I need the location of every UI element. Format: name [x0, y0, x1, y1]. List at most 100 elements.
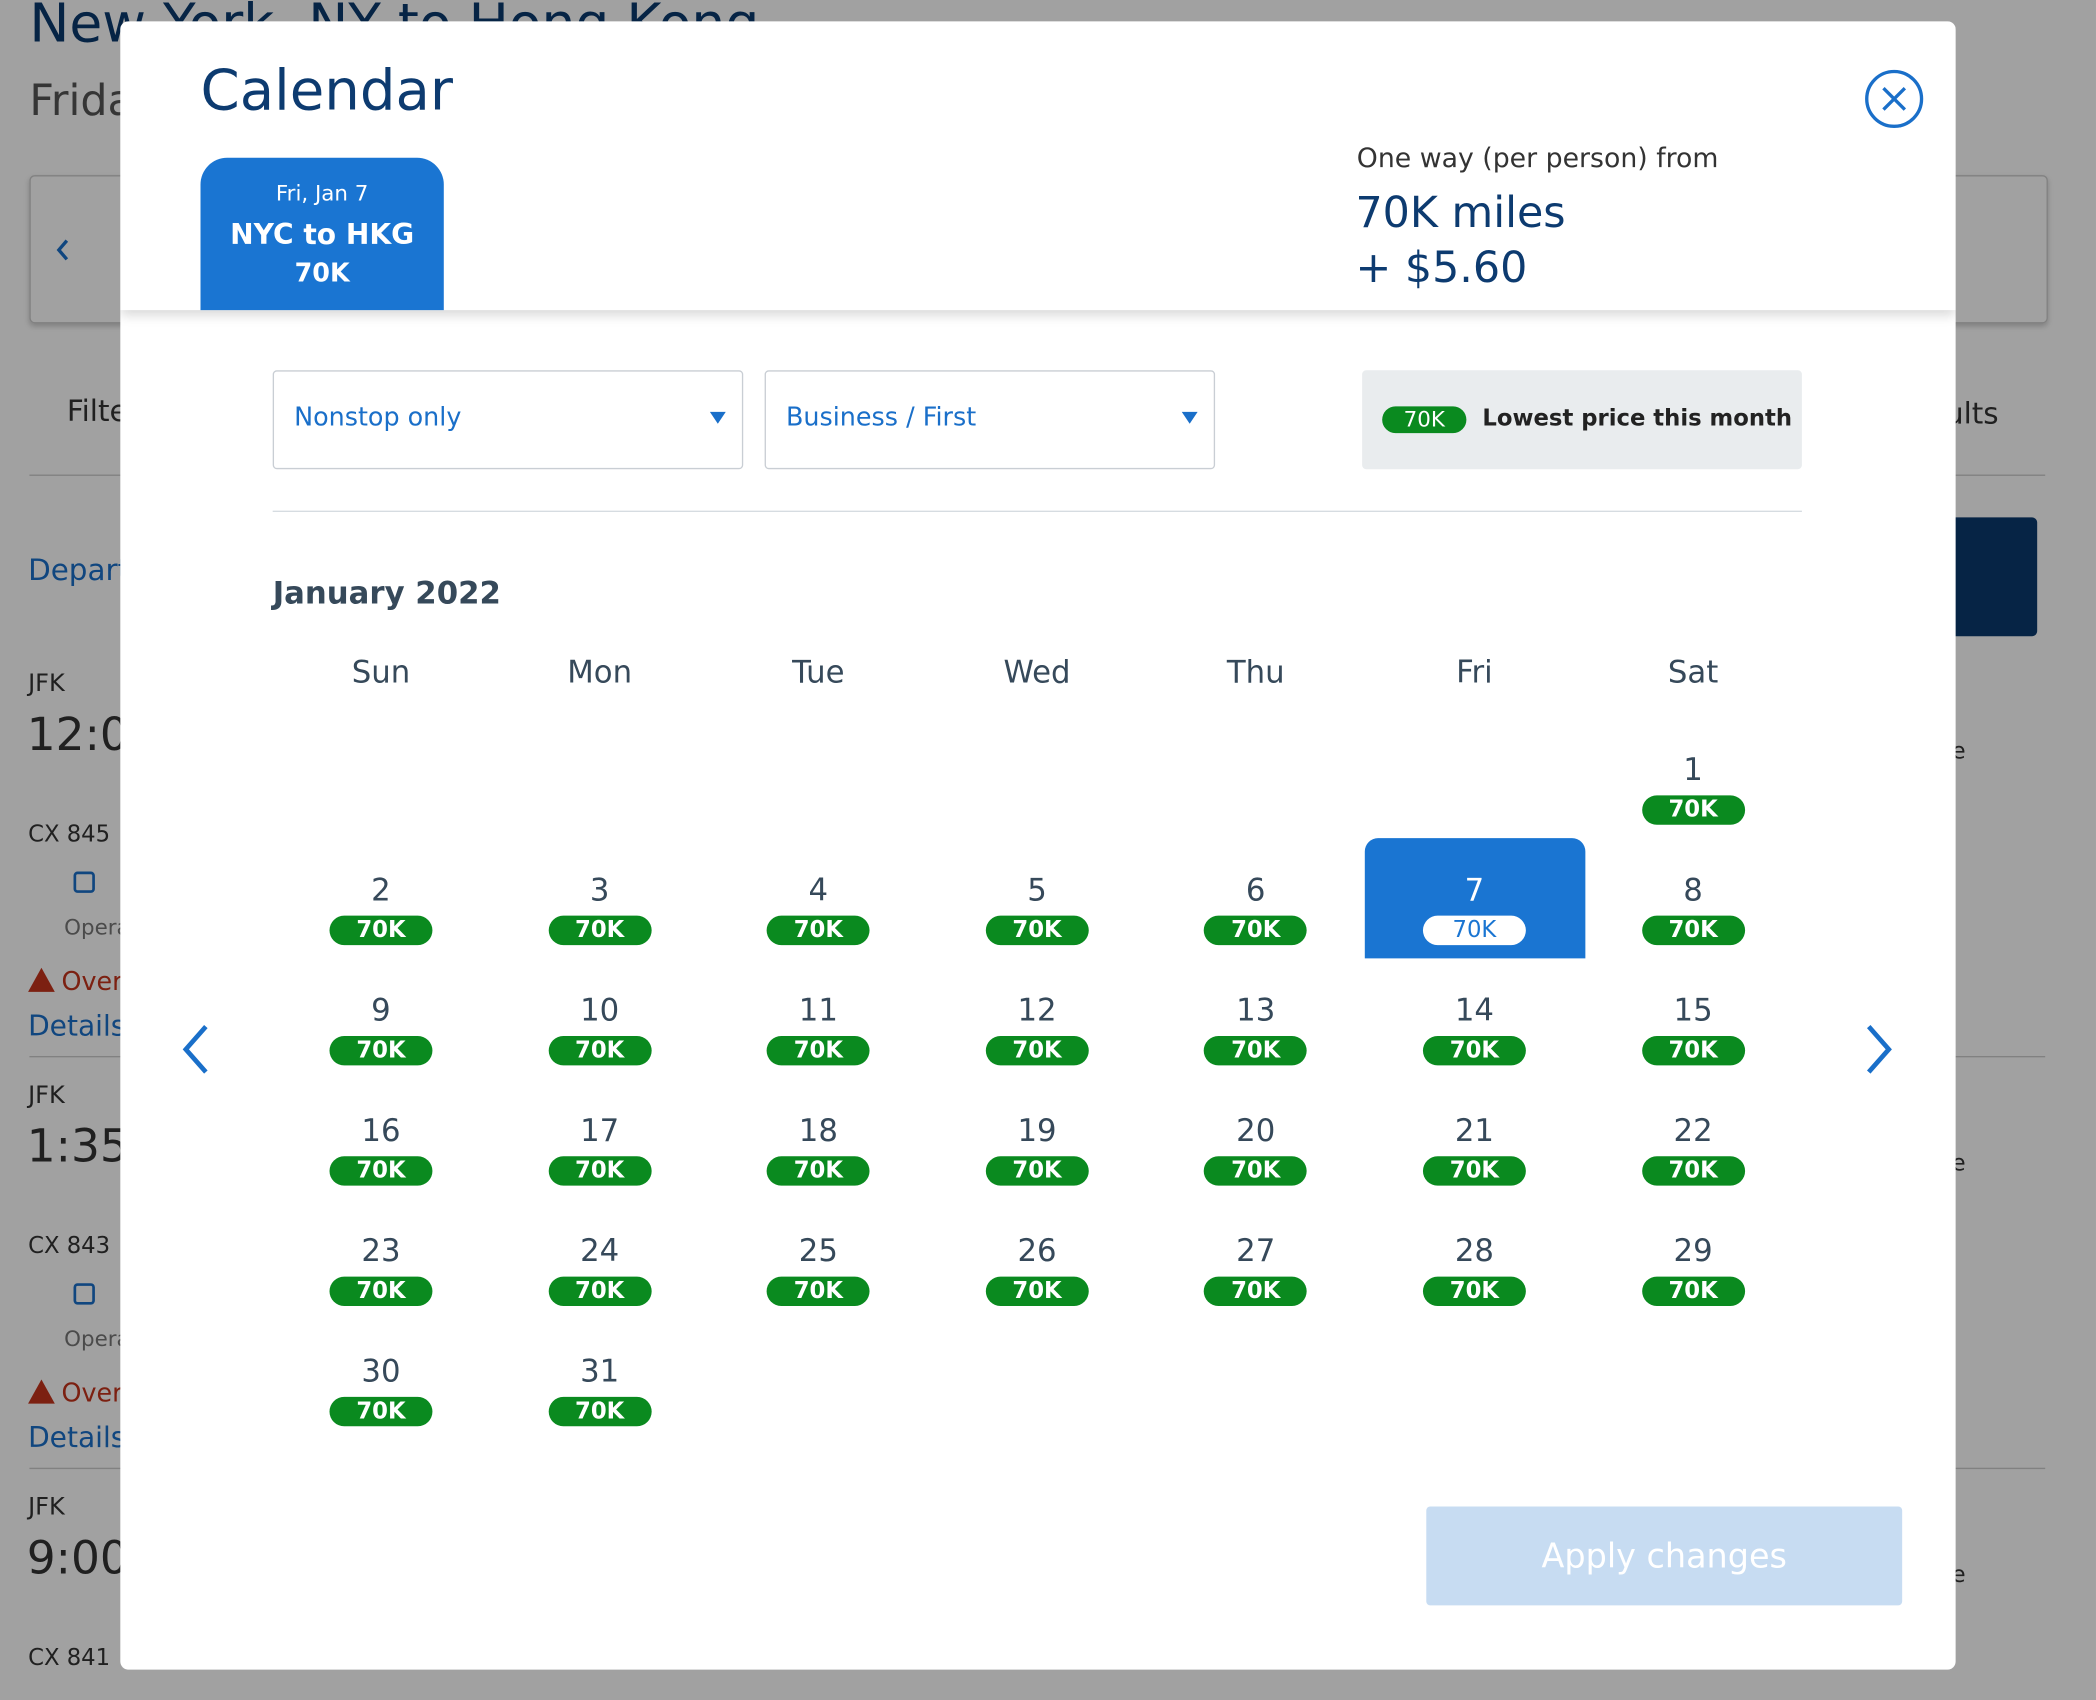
legend-text: Lowest price this month [1482, 405, 1793, 433]
depart-time: 9:00 [26, 1531, 129, 1586]
day-price: 70K [1641, 915, 1745, 946]
day-price: 70K [1204, 1276, 1308, 1306]
day-price: 70K [766, 1276, 870, 1306]
day-number[interactable]: 26 [1017, 1234, 1057, 1270]
day-price: 70K [766, 1035, 870, 1066]
fare-label: One way (per person) from [1356, 141, 1719, 174]
page-subtitle: Frida [29, 74, 134, 126]
day-number[interactable]: 15 [1673, 993, 1713, 1029]
cabin-select[interactable] [764, 370, 1216, 470]
day-price: 70K [1422, 1156, 1526, 1186]
depart-tab[interactable]: Depart [28, 554, 130, 589]
day-number[interactable]: 30 [361, 1354, 401, 1390]
amenity-icon [73, 871, 95, 893]
details-link[interactable]: Details [28, 1421, 126, 1454]
day-number[interactable]: 21 [1454, 1114, 1494, 1149]
day-number[interactable]: 24 [580, 1234, 620, 1270]
next-month[interactable] [1861, 1024, 1896, 1075]
weekday: Sat [1667, 655, 1719, 691]
date-prev[interactable] [53, 238, 72, 262]
day-number[interactable]: 1 [1683, 753, 1703, 789]
day-number[interactable]: 29 [1673, 1234, 1713, 1270]
cabin-value: Business / First [785, 403, 977, 433]
day-price: 70K [1641, 1035, 1745, 1066]
day-price: 70K [1204, 915, 1308, 946]
airport: JFK [28, 669, 65, 698]
day-price: 70K [1422, 915, 1526, 946]
day-number[interactable]: 27 [1236, 1234, 1276, 1270]
day-number[interactable]: 5 [1027, 873, 1047, 909]
warning: Over [61, 967, 123, 997]
filter-label[interactable]: Filte [66, 395, 128, 430]
operator: Opera [64, 914, 130, 940]
modal-title: Calendar [200, 57, 453, 123]
day-number[interactable]: 8 [1683, 873, 1703, 909]
day-number[interactable]: 7 [1464, 873, 1485, 909]
day-number[interactable]: 3 [589, 873, 610, 909]
stops-value: Nonstop only [294, 403, 462, 433]
day-number[interactable]: 9 [371, 993, 391, 1029]
dropdown-arrow [709, 411, 726, 424]
day-number[interactable]: 31 [580, 1354, 620, 1390]
flight-number: CX 843 [28, 1233, 111, 1260]
day-price: 70K [329, 1156, 433, 1186]
day-number[interactable]: 2 [371, 873, 391, 909]
day-price: 70K [985, 915, 1089, 946]
day-price: 70K [1641, 1276, 1745, 1306]
divider [272, 510, 1802, 512]
legend-badge: 70K [1382, 406, 1467, 434]
close-button[interactable] [1863, 69, 1924, 131]
day-price: 70K [1641, 1156, 1745, 1186]
day-number[interactable]: 19 [1017, 1114, 1057, 1149]
amenity-icon [73, 1283, 95, 1305]
warning-icon [28, 967, 55, 992]
weekday: Mon [567, 655, 633, 691]
month-label: January 2022 [272, 576, 501, 612]
stops-select[interactable] [272, 370, 744, 470]
day-price: 70K [985, 1156, 1089, 1186]
day-number[interactable]: 20 [1236, 1114, 1276, 1149]
apply-button[interactable] [1426, 1506, 1903, 1606]
day-price: 70K [329, 915, 433, 946]
dropdown-arrow [1181, 411, 1198, 424]
tab-date: Fri, Jan 7 [275, 180, 369, 206]
day-price: 70K [1422, 1276, 1526, 1306]
day-number[interactable]: 18 [798, 1114, 838, 1149]
fare-miles: 70K miles [1355, 187, 1566, 238]
day-number[interactable]: 12 [1017, 993, 1057, 1029]
warning-icon [28, 1379, 55, 1404]
details-link[interactable]: Details [28, 1009, 126, 1042]
day-price: 70K [548, 1276, 652, 1306]
day-number[interactable]: 25 [798, 1234, 838, 1270]
airport: JFK [28, 1493, 65, 1522]
day-number[interactable]: 13 [1236, 993, 1276, 1029]
day-number[interactable]: 6 [1245, 873, 1266, 909]
tab-price: 70K [294, 258, 350, 289]
weekday: Fri [1456, 655, 1493, 691]
warning: Over [61, 1378, 123, 1409]
day-number[interactable]: 28 [1454, 1234, 1494, 1270]
trip-tab[interactable] [200, 157, 444, 311]
day-price: 70K [548, 1035, 652, 1066]
day-number[interactable]: 10 [580, 993, 620, 1029]
day-number[interactable]: 22 [1673, 1114, 1713, 1149]
day-price: 70K [1204, 1035, 1308, 1066]
day-number[interactable]: 16 [361, 1114, 401, 1149]
day-number[interactable]: 14 [1454, 993, 1494, 1029]
airport: JFK [28, 1081, 65, 1110]
day-price: 70K [548, 915, 652, 946]
day-price: 70K [1204, 1156, 1308, 1186]
day-number[interactable]: 17 [580, 1114, 620, 1149]
day-number[interactable]: 4 [808, 873, 829, 909]
day-number[interactable]: 23 [361, 1234, 401, 1270]
apply-label: Apply changes [1541, 1536, 1787, 1576]
day-price: 70K [548, 1396, 652, 1427]
prev-month[interactable] [179, 1024, 214, 1075]
day-number[interactable]: 11 [798, 993, 838, 1029]
weekday: Tue [792, 655, 845, 691]
weekday: Wed [1003, 655, 1071, 691]
day-price: 70K [1422, 1035, 1526, 1066]
day-price: 70K [985, 1035, 1089, 1066]
weekday: Sun [351, 655, 411, 691]
